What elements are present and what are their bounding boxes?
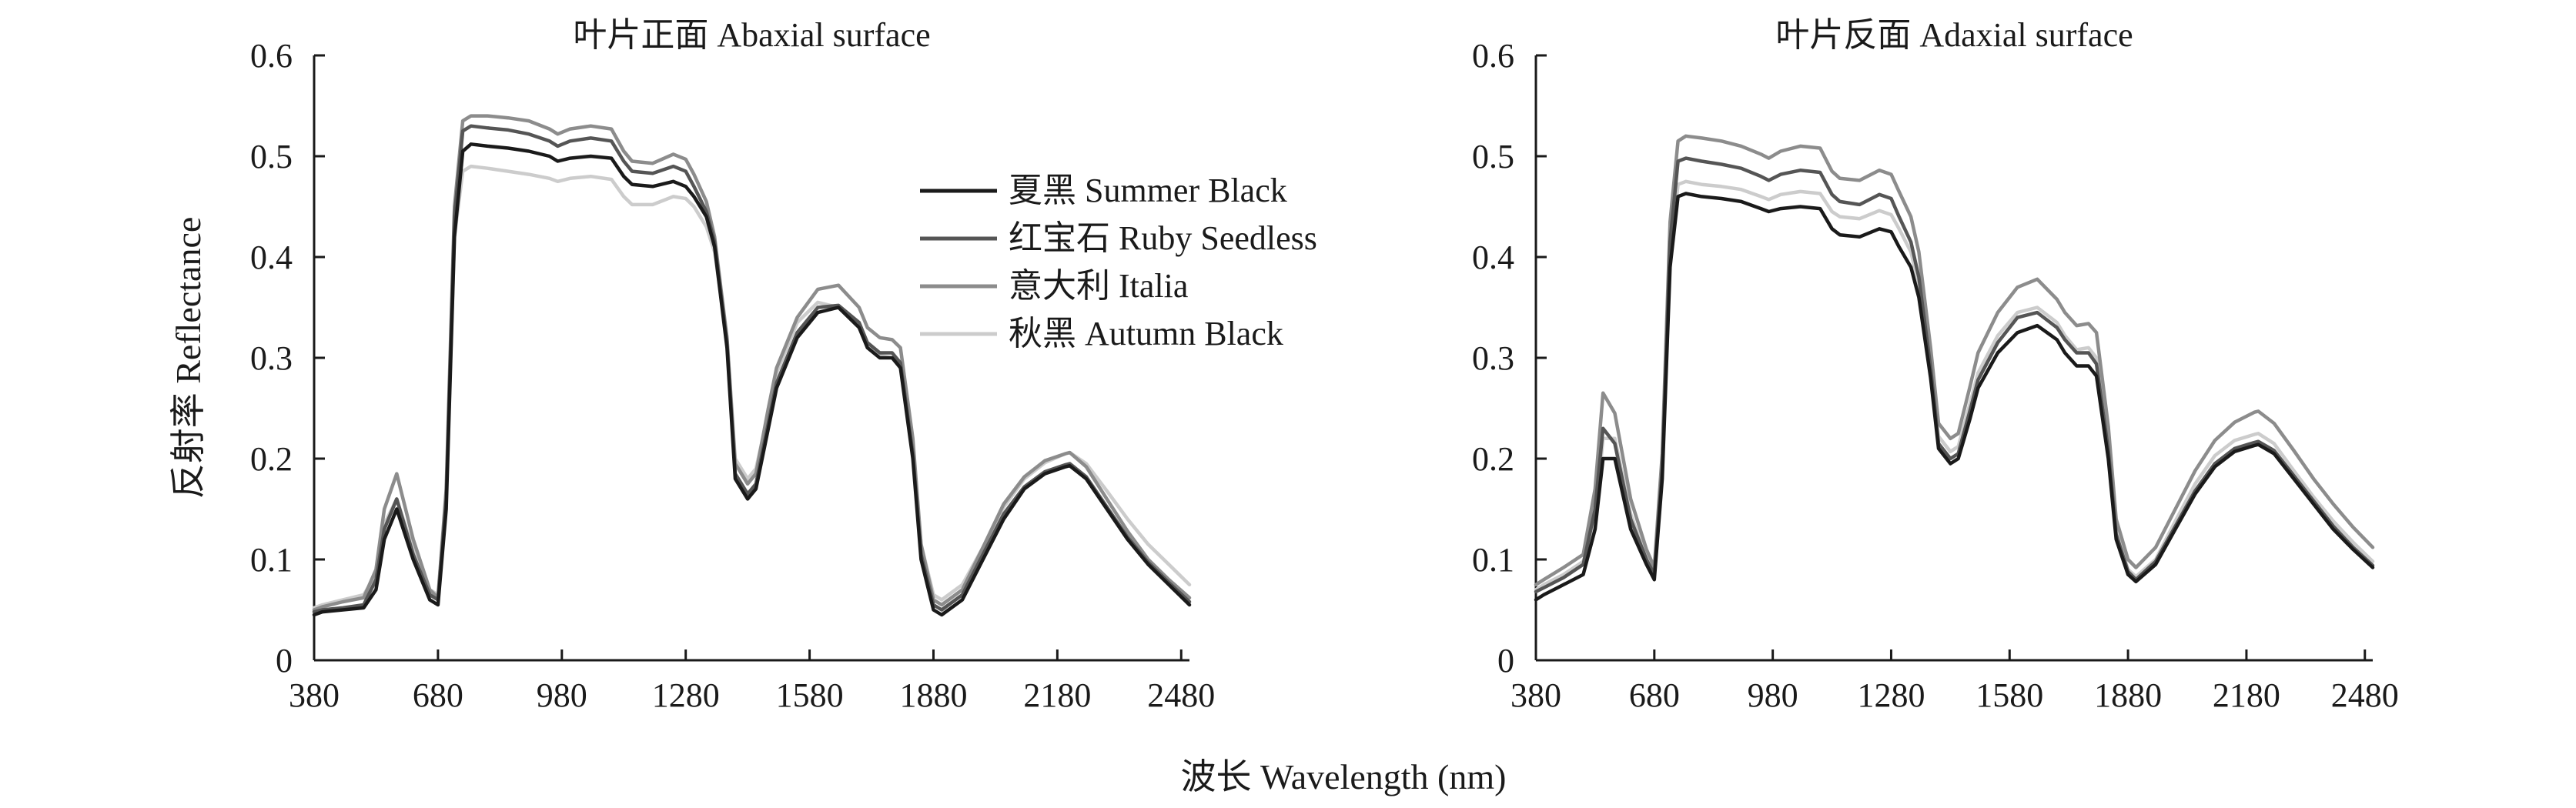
y-tick-label: 0.4	[1472, 239, 1514, 276]
x-tick-label: 680	[1629, 676, 1680, 714]
legend-label: 意大利 Italia	[1009, 267, 1188, 305]
x-tick-label: 680	[413, 676, 463, 714]
legend-label: 夏黑 Summer Black	[1009, 172, 1287, 209]
x-tick-label: 1880	[899, 676, 967, 714]
x-tick-label: 1580	[776, 676, 844, 714]
x-tick-label: 380	[1510, 676, 1561, 714]
y-tick-label: 0.1	[250, 541, 293, 579]
y-tick-label: 0.6	[250, 37, 293, 75]
legend-label: 秋黑 Autumn Black	[1009, 315, 1283, 352]
series-line-3	[1534, 179, 2375, 592]
legend-label: 红宝石 Ruby Seedless	[1009, 219, 1317, 257]
x-tick-label: 980	[1748, 676, 1798, 714]
y-tick-label: 0.3	[250, 339, 293, 377]
y-tick-label: 0	[1497, 642, 1514, 679]
x-tick-label: 980	[537, 676, 587, 714]
y-tick-label: 0.4	[250, 239, 293, 276]
x-tick-label: 2480	[1147, 676, 1215, 714]
panel-adaxial: 叶片反面 Adaxial surface 0 0.1 0.2 0.3 0.4 0.5 0.6 3…	[1472, 16, 2399, 714]
series-line-0	[312, 142, 1192, 617]
x-tick-label: 2180	[1023, 676, 1091, 714]
x-tick-label: 380	[289, 676, 340, 714]
chart-title: 叶片正面 Abaxial surface	[573, 16, 930, 54]
y-tick-label: 0.1	[1472, 541, 1514, 579]
chart-title: 叶片反面 Adaxial surface	[1775, 16, 2133, 54]
y-tick-label: 0.5	[1472, 138, 1514, 175]
x-axis-label: 波长 Wavelength (nm)	[1181, 757, 1507, 796]
x-tick-label: 1280	[652, 676, 720, 714]
y-tick-label: 0.3	[1472, 339, 1514, 377]
series-line-2	[1534, 134, 2375, 587]
series-line-1	[1534, 156, 2375, 594]
x-tick-label: 2480	[2331, 676, 2399, 714]
x-tick-label: 1280	[1857, 676, 1925, 714]
y-tick-label: 0	[276, 642, 293, 679]
y-tick-label: 0.5	[250, 138, 293, 175]
panel-abaxial: 叶片正面 Abaxial surface 0 0.1 0.2 0.3 0.4 0.5 0.6 3…	[169, 16, 1317, 714]
x-tick-label: 2180	[2213, 676, 2280, 714]
series-line-0	[1534, 192, 2375, 602]
y-axis-label: 反射率 Reflectance	[169, 217, 208, 499]
y-tick-label: 0.6	[1472, 37, 1514, 75]
x-tick-label: 1580	[1975, 676, 2043, 714]
y-tick-label: 0.2	[250, 440, 293, 478]
y-tick-label: 0.2	[1472, 440, 1514, 478]
x-tick-label: 1880	[2094, 676, 2162, 714]
